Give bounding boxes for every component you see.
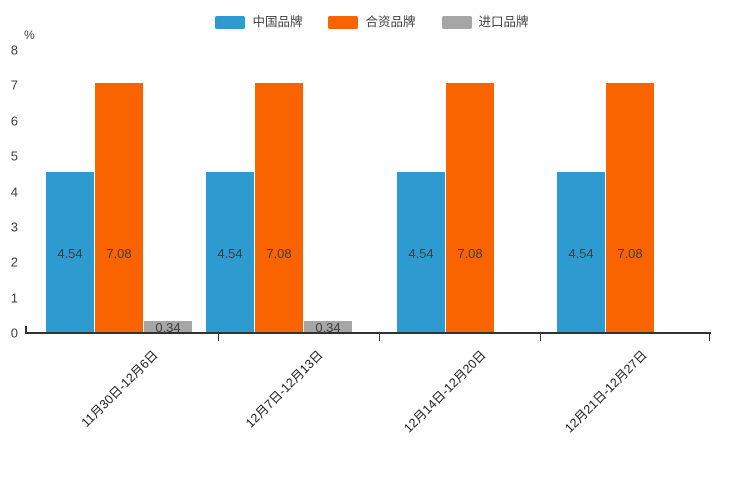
- legend-item-joint-venture-brand[interactable]: 合资品牌: [328, 14, 416, 29]
- legend-swatch-china-brand: [215, 15, 246, 29]
- bar-value-joint-venture-brand-3: 7.08: [457, 246, 483, 261]
- bar-group-4: 4.54 7.08: [526, 50, 686, 333]
- y-tick-6: 6: [10, 113, 18, 129]
- y-tick-8: 8: [10, 42, 18, 58]
- x-tick-3: [540, 334, 541, 341]
- y-tick-5: 5: [10, 148, 18, 164]
- y-tick-3: 3: [10, 219, 18, 235]
- bar-value-china-brand-3: 4.54: [408, 246, 434, 261]
- legend-label-imported-brand: 进口品牌: [478, 14, 529, 29]
- legend-swatch-joint-venture-brand: [328, 15, 359, 29]
- plot-area: 8 7 6 5 4 3 2 1 0 4.54 7.08 0.34 4.54: [11, 43, 710, 341]
- y-tick-4: 4: [10, 184, 18, 199]
- bar-joint-venture-brand-1[interactable]: 7.08: [95, 82, 143, 333]
- legend-item-imported-brand[interactable]: 进口品牌: [441, 14, 529, 29]
- x-tick-4: [709, 334, 710, 341]
- bar-china-brand-2[interactable]: 4.54: [206, 172, 254, 333]
- y-tick-7: 7: [10, 77, 18, 93]
- y-tick-1: 1: [10, 290, 18, 306]
- bar-group-3: 4.54 7.08: [366, 50, 526, 333]
- bar-joint-venture-brand-2[interactable]: 7.08: [255, 82, 303, 333]
- bar-china-brand-1[interactable]: 4.54: [46, 172, 94, 333]
- y-tick-0: 0: [10, 325, 18, 341]
- bar-value-joint-venture-brand-1: 7.08: [106, 246, 132, 261]
- y-tick-2: 2: [10, 254, 18, 270]
- bar-group-1: 4.54 7.08 0.34: [46, 50, 206, 335]
- y-axis-unit-label: %: [24, 28, 35, 42]
- x-tick-1: [218, 334, 219, 341]
- bar-value-imported-brand-2: 0.34: [315, 320, 341, 335]
- bar-china-brand-4[interactable]: 4.54: [557, 172, 605, 333]
- bar-joint-venture-brand-4[interactable]: 7.08: [606, 82, 654, 333]
- bar-group-2: 4.54 7.08 0.34: [206, 50, 366, 335]
- bar-value-joint-venture-brand-4: 7.08: [617, 246, 643, 261]
- bar-imported-brand-2[interactable]: 0.34: [304, 320, 352, 335]
- bar-china-brand-3[interactable]: 4.54: [397, 172, 445, 333]
- legend-label-china-brand: 中国品牌: [252, 14, 303, 29]
- x-axis-label-4: 12月21日-12月27日: [562, 347, 650, 436]
- bar-value-china-brand-2: 4.54: [217, 246, 243, 261]
- chart-legend: 中国品牌 合资品牌 进口品牌: [0, 13, 744, 31]
- legend-item-china-brand[interactable]: 中国品牌: [215, 14, 303, 29]
- x-axis-label-2: 12月7日-12月13日: [243, 347, 326, 431]
- bar-joint-venture-brand-3[interactable]: 7.08: [446, 82, 494, 333]
- legend-label-joint-venture-brand: 合资品牌: [365, 14, 416, 29]
- x-axis-label-1: 11月30日-12月6日: [78, 347, 161, 430]
- y-axis-line: [25, 326, 27, 334]
- bar-value-imported-brand-1: 0.34: [155, 320, 181, 335]
- x-tick-2: [379, 334, 380, 341]
- bar-value-china-brand-1: 4.54: [57, 246, 83, 261]
- x-axis-label-3: 12月14日-12月20日: [401, 347, 489, 436]
- bar-value-china-brand-4: 4.54: [568, 246, 594, 261]
- legend-swatch-imported-brand: [441, 15, 472, 29]
- bar-imported-brand-1[interactable]: 0.34: [144, 320, 192, 335]
- bar-value-joint-venture-brand-2: 7.08: [266, 246, 292, 261]
- x-axis-line: [25, 332, 711, 334]
